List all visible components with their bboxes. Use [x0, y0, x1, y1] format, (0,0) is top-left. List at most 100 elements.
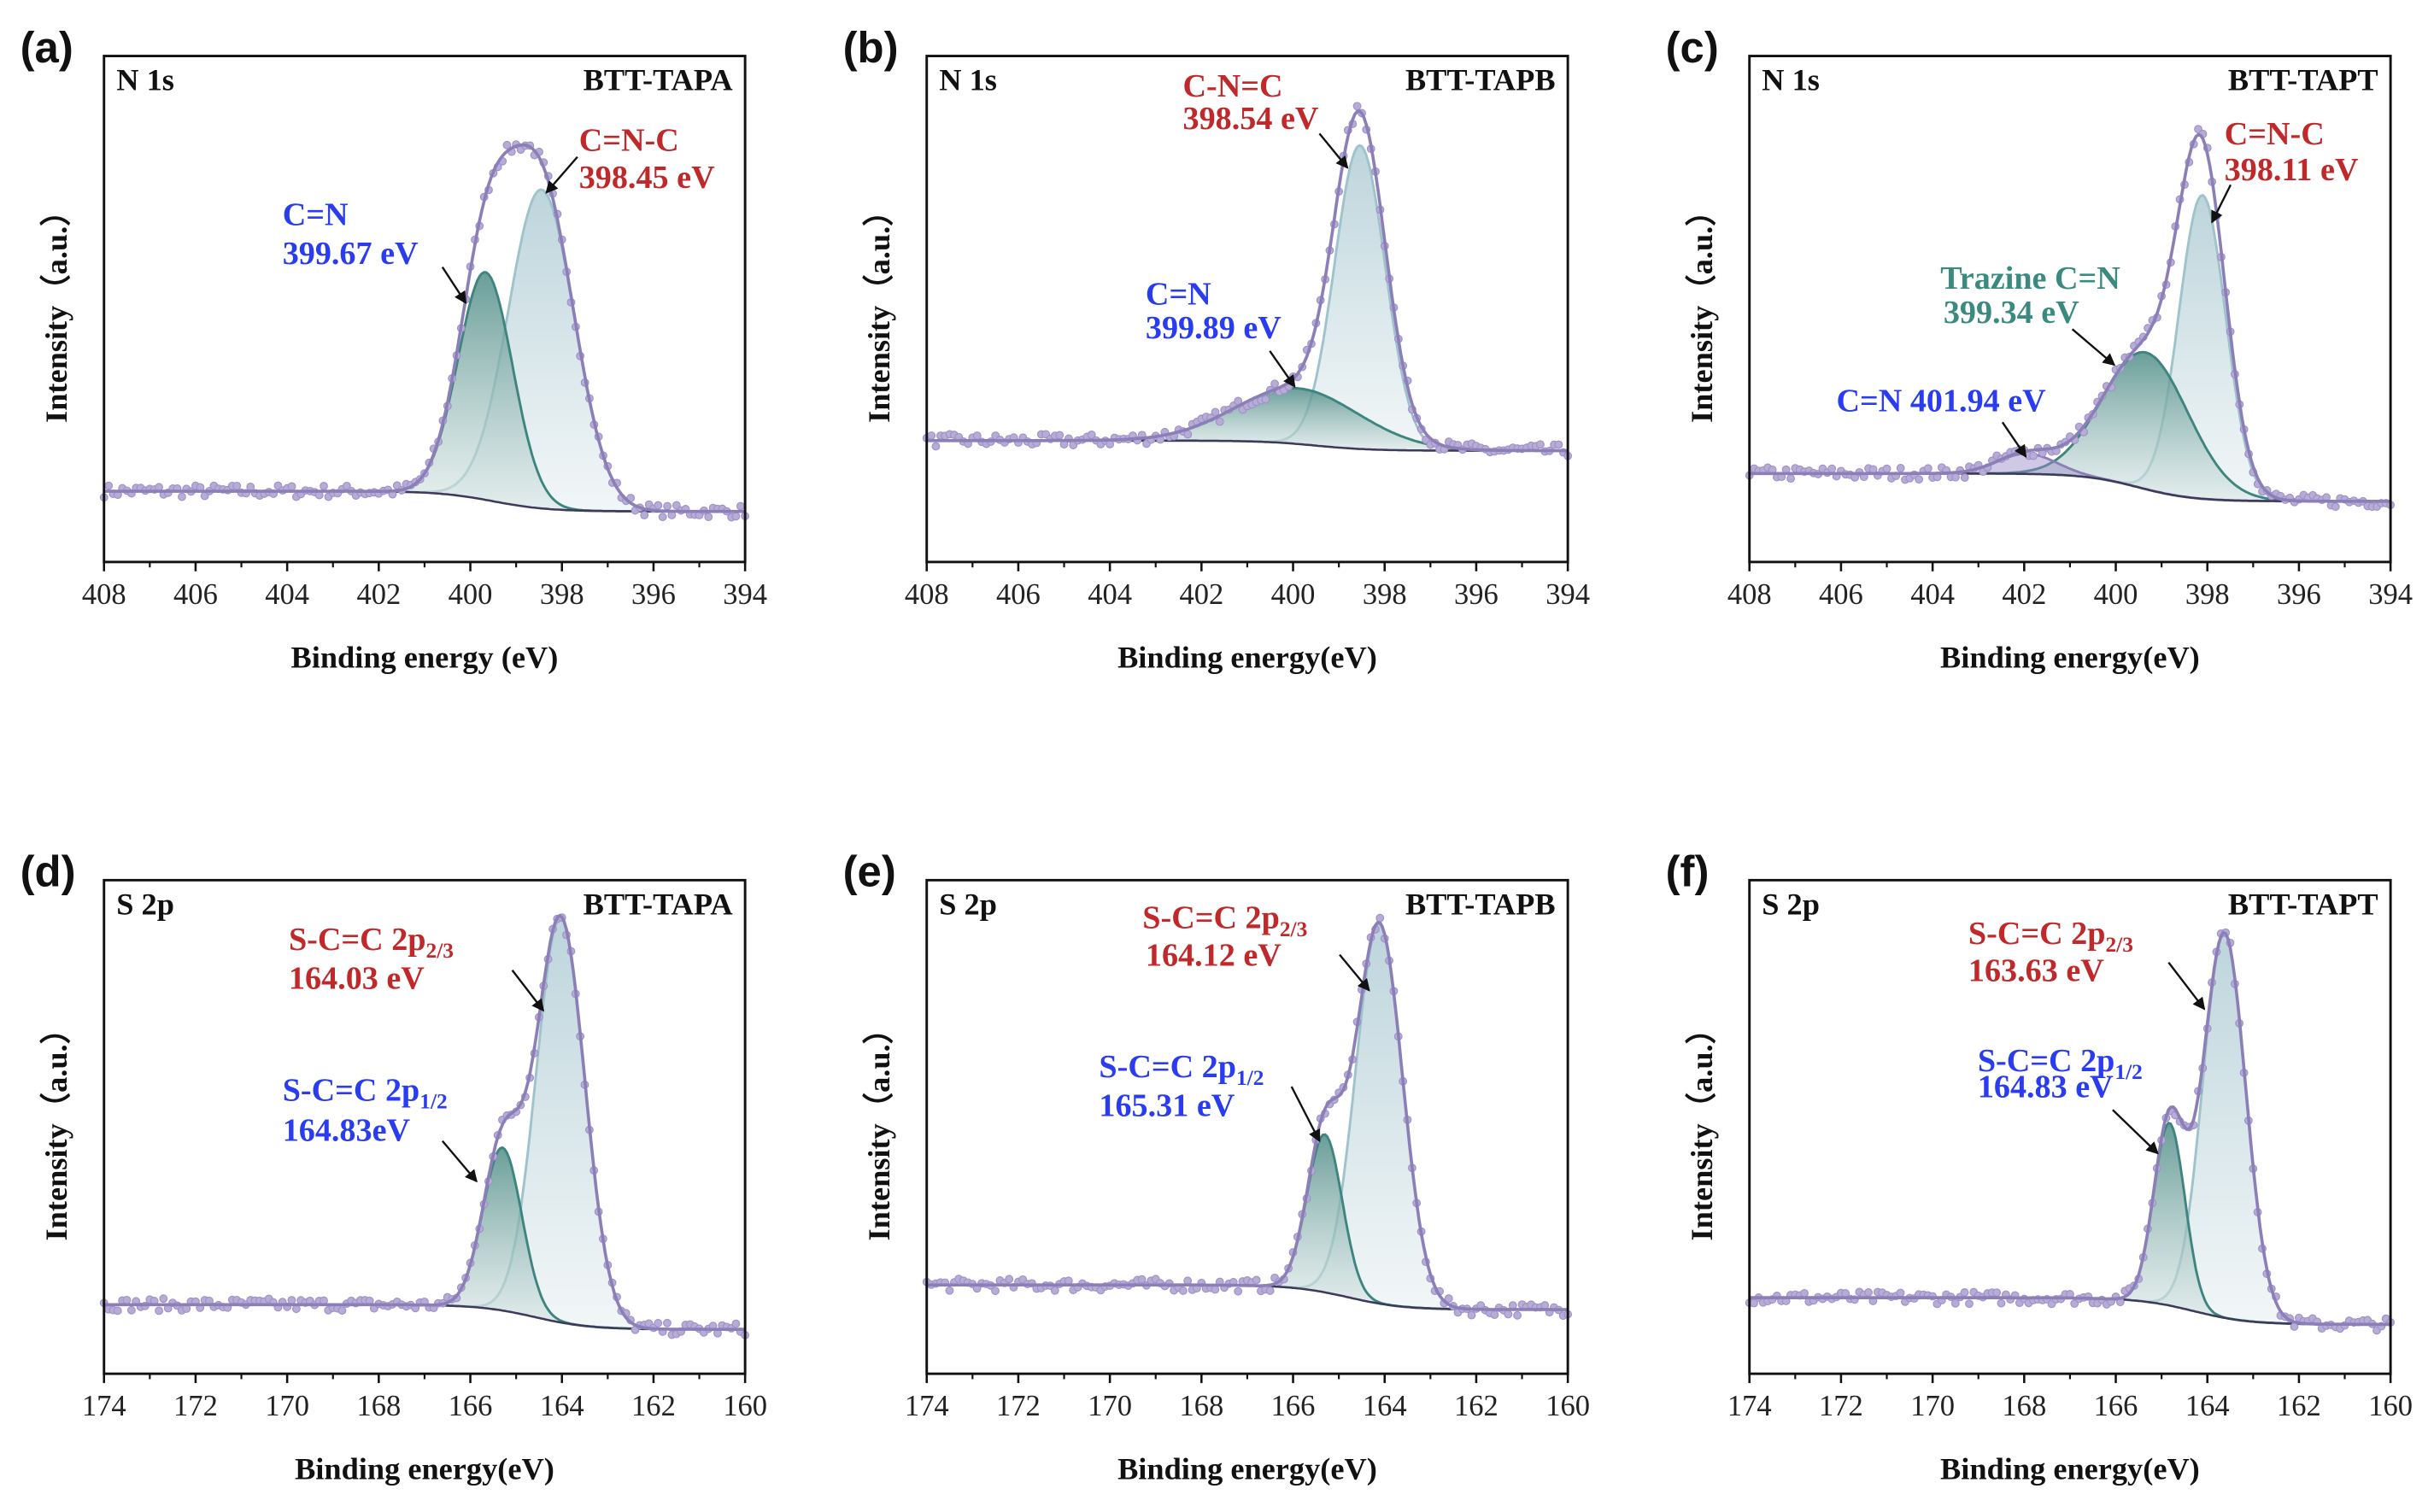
data-point: [658, 513, 667, 522]
data-point: [1923, 464, 1933, 473]
data-point: [1178, 1286, 1188, 1295]
y-axis-title: Intensity（a.u.）: [861, 195, 896, 422]
annotation-arrow: [545, 155, 578, 194]
component-area: [926, 388, 1569, 451]
x-tick-label: 162: [2277, 1390, 2321, 1422]
component-area: [926, 923, 1569, 1310]
x-tick-label: 394: [723, 578, 767, 611]
element-label: N 1s: [1762, 63, 1820, 97]
envelope-curve: [1749, 132, 2391, 503]
component-curve: [1749, 350, 2391, 503]
x-tick-label: 172: [173, 1390, 218, 1422]
x-axis-title: Binding energy(eV): [1940, 640, 2200, 674]
data-point: [731, 512, 741, 521]
x-tick-label: 160: [723, 1390, 767, 1422]
data-point: [1950, 1298, 1960, 1308]
panel-label: (c): [1666, 23, 1719, 72]
data-point: [122, 1295, 132, 1304]
annotation-arrow: [1318, 132, 1349, 169]
data-point: [232, 481, 242, 490]
data-point: [1960, 1288, 1969, 1297]
component-curve: [103, 188, 746, 513]
peak-energy-label: 163.63 eV: [1968, 952, 2104, 988]
data-point: [159, 1294, 168, 1304]
annotation-arrow: [441, 1140, 478, 1183]
data-point: [2029, 451, 2038, 460]
data-point: [1087, 430, 1096, 439]
peak-energy-label: 165.31 eV: [1099, 1088, 1235, 1124]
x-tick-label: 404: [265, 578, 309, 611]
peak-label-text: S-C=C 2p: [1968, 916, 2106, 952]
peak-energy-label: 164.12 eV: [1146, 937, 1282, 973]
annotation-arrow: [1339, 953, 1370, 992]
panel-label: (d): [21, 847, 76, 896]
data-point: [1554, 440, 1563, 449]
peak-label: S-C=C 2p2/3: [1142, 900, 1307, 941]
x-tick-label: 406: [996, 578, 1041, 611]
data-point: [1960, 473, 1969, 482]
annotation-arrow: [1269, 350, 1296, 389]
x-tick-label: 404: [1910, 578, 1955, 611]
panel-c: 408 406 404 402 400 398 396 394 Binding energy(e…: [1666, 23, 2413, 675]
sample-label: BTT-TAPT: [2228, 63, 2378, 97]
data-point: [731, 1319, 741, 1328]
data-point: [654, 501, 663, 510]
data-point: [931, 442, 941, 451]
data-point: [1444, 1294, 1453, 1303]
x-tick-label: 406: [1819, 578, 1863, 611]
envelope-curve: [1749, 930, 2391, 1327]
x-tick-label: 406: [173, 578, 218, 611]
annotation-arrow: [2071, 328, 2116, 366]
annotation-arrow: [1290, 1086, 1321, 1143]
x-tick-label: 170: [265, 1390, 309, 1422]
sample-label: BTT-TAPB: [1405, 63, 1556, 97]
x-axis-title: Binding energy(eV): [1940, 1452, 2200, 1486]
data-point: [1375, 913, 1385, 923]
x-tick-label: 168: [1179, 1390, 1223, 1422]
data-point: [672, 501, 681, 510]
panel-label: (f): [1666, 847, 1710, 896]
peak-label: S-C=C 2p2/3: [289, 922, 454, 963]
data-point: [104, 481, 114, 490]
data-point: [927, 431, 936, 440]
peak-energy-label: 399.67 eV: [283, 236, 419, 272]
sample-label: BTT-TAPT: [2228, 887, 2378, 921]
panel-label: (b): [843, 23, 899, 72]
element-label: N 1s: [116, 63, 174, 97]
data-point: [1997, 1298, 2006, 1308]
y-axis-title: Intensity（a.u.）: [38, 195, 73, 422]
peak-label: S-C=C 2p1/2: [1099, 1049, 1264, 1090]
data-point: [1467, 1310, 1476, 1320]
y-axis-title: Intensity（a.u.）: [861, 1013, 896, 1240]
x-tick-label: 394: [1545, 578, 1590, 611]
x-tick-label: 398: [540, 578, 584, 611]
data-point: [287, 1296, 296, 1304]
x-tick-label: 166: [449, 1390, 493, 1422]
data-point: [1992, 1288, 2002, 1298]
data-point: [1005, 1275, 1014, 1284]
element-label: S 2p: [939, 887, 997, 921]
data-point: [155, 1306, 163, 1316]
data-point: [320, 482, 328, 490]
data-point: [704, 513, 713, 522]
peak-label-text: C=N 401.94 eV: [1836, 384, 2046, 419]
data-point: [1183, 430, 1193, 439]
component-curve: [1749, 931, 2391, 1326]
peak-label: C=N-C: [2225, 116, 2325, 152]
data-point: [126, 1305, 136, 1315]
peak-label-text: C=N-C: [579, 122, 679, 158]
data-point: [1137, 1275, 1147, 1284]
data-point: [1234, 1286, 1243, 1296]
x-tick-label: 396: [1454, 578, 1499, 611]
peak-energy-label: 398.45 eV: [579, 160, 715, 196]
data-point: [178, 492, 186, 501]
peak-label: S-C=C 2p1/2: [1978, 1043, 2143, 1084]
peak-label-subscript: 2/3: [2105, 932, 2133, 957]
data-point: [1882, 464, 1891, 473]
peak-label-subscript: 1/2: [419, 1088, 448, 1113]
peak-energy-label: 164.83 eV: [1978, 1070, 2114, 1105]
data-point: [502, 140, 512, 149]
y-axis-title: Intensity（a.u.）: [1684, 195, 1719, 422]
data-point: [736, 501, 745, 511]
x-tick-label: 404: [1088, 578, 1132, 611]
